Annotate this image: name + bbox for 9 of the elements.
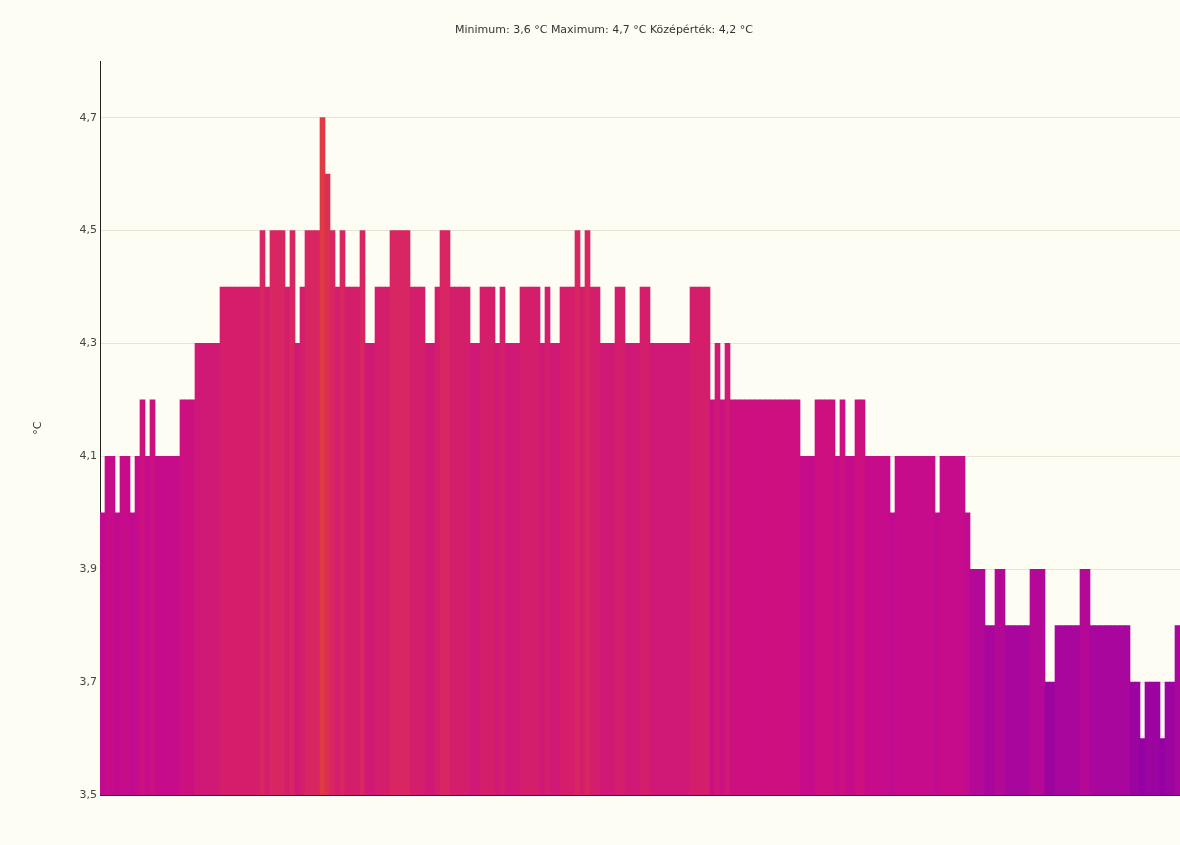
chart-title: Minimum: 3,6 °C Maximum: 4,7 °C Középérték: 4,2 °C (455, 23, 754, 37)
y-tick-label: 3,9 (79, 562, 97, 576)
y-tick-label: 4,7 (79, 110, 97, 124)
y-tick-label: 4,1 (79, 449, 97, 463)
y-tick-label: 3,7 (79, 674, 97, 688)
y-tick-label: 4,5 (79, 223, 97, 237)
y-axis-title: °C (31, 421, 45, 435)
y-tick-label: 3,5 (79, 787, 97, 801)
y-tick-label: 4,3 (79, 336, 97, 350)
